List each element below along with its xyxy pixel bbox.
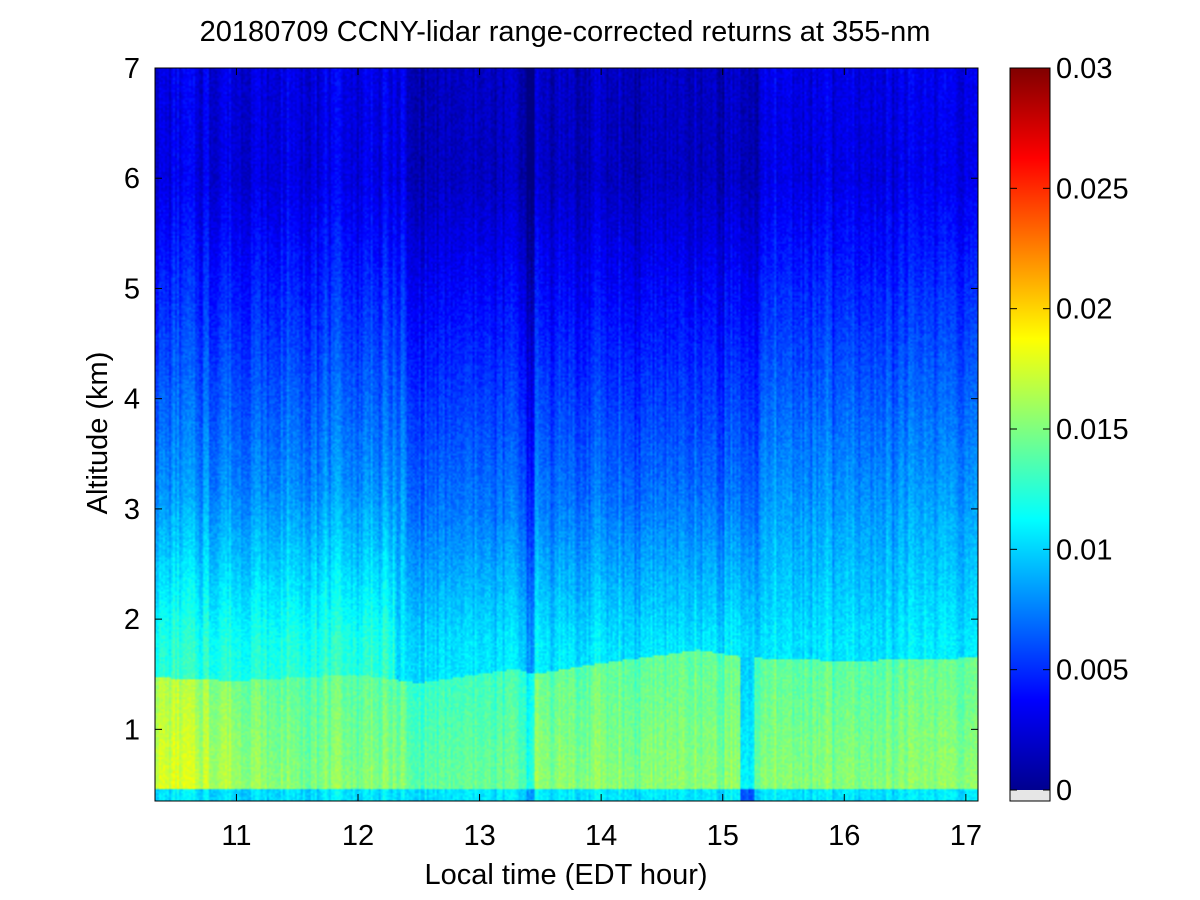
x-tick-label: 12 [342, 820, 374, 852]
plot-area [154, 67, 979, 802]
heatmap-image [155, 68, 978, 801]
y-tick-label: 5 [124, 273, 140, 305]
x-tick-label: 16 [828, 820, 860, 852]
colorbar-frame [1009, 67, 1051, 802]
colorbar-tick-label: 0 [1056, 775, 1072, 807]
plot-frame [154, 67, 979, 802]
colorbar-tick-label: 0.02 [1056, 294, 1112, 326]
y-axis-label: Altitude (km) [82, 352, 114, 515]
x-axis-label: Local time (EDT hour) [424, 859, 707, 891]
colorbar: 0 0.005 0.01 0.015 0.02 0.025 0.03 [1009, 53, 1129, 807]
y-tick-label: 2 [124, 604, 140, 636]
x-tick-label: 17 [950, 820, 982, 852]
colorbar-tick-label: 0.01 [1056, 534, 1112, 566]
chart-title: 20180709 CCNY-lidar range-corrected retu… [200, 16, 931, 48]
x-tick-label: 14 [585, 820, 617, 852]
y-tick-label: 7 [124, 53, 140, 85]
y-tick-label: 4 [124, 384, 140, 416]
colorbar-tick-label: 0.025 [1056, 173, 1129, 205]
colorbar-tick-label: 0.005 [1056, 655, 1129, 687]
x-axis: 11 12 13 14 15 16 17 [221, 68, 982, 852]
colorbar-below-range [1010, 790, 1050, 801]
y-tick-label: 1 [124, 714, 140, 746]
x-tick-label: 11 [221, 820, 251, 852]
y-tick-label: 3 [124, 494, 140, 526]
x-tick-label: 13 [463, 820, 495, 852]
y-axis: 1 2 3 4 5 6 7 [124, 53, 978, 746]
y-tick-label: 6 [124, 163, 140, 195]
x-tick-label: 15 [707, 820, 739, 852]
colorbar-tick-label: 0.015 [1056, 414, 1129, 446]
colorbar-tick-label: 0.03 [1056, 53, 1112, 85]
colorbar-ticks: 0 0.005 0.01 0.015 0.02 0.025 0.03 [1010, 53, 1129, 807]
